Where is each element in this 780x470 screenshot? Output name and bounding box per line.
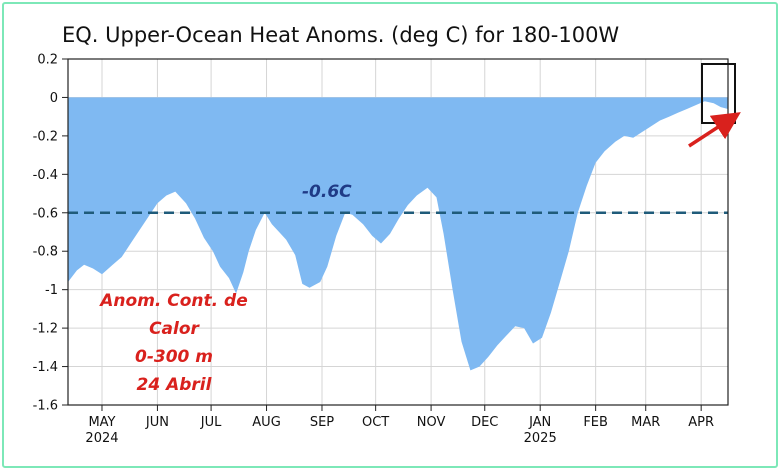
reference-label: -0.6C	[302, 182, 352, 202]
x-tick-label: JAN	[528, 415, 551, 430]
annotation-line: Anom. Cont. de	[98, 291, 248, 311]
heat-anomaly-chart: EQ. Upper-Ocean Heat Anoms. (deg C) for …	[33, 23, 741, 446]
plot-area: -0.6C	[67, 58, 729, 406]
x-tick-label: DEC	[471, 415, 498, 430]
x-tick-year-label: 2025	[524, 431, 557, 446]
x-tick-label: NOV	[417, 415, 446, 430]
x-tick-label: JUL	[200, 415, 222, 430]
y-tick-label: -0.6	[33, 206, 58, 221]
annotation-arrow	[688, 112, 741, 148]
x-tick-label: MAR	[631, 415, 660, 430]
x-tick-label: OCT	[362, 415, 389, 430]
x-tick-label: SEP	[310, 415, 334, 430]
y-tick-label: -1.2	[33, 322, 58, 337]
anomaly-area	[68, 97, 728, 371]
annotation-line: Calor	[149, 319, 200, 339]
y-tick-label: -0.4	[33, 168, 58, 183]
x-tick-label: FEB	[583, 415, 608, 430]
y-axis: 0.2 0 -0.2 -0.4 -0.6 -0.8 -1 -1.2 -1.4 -1.6	[33, 53, 68, 414]
y-tick-label: -0.2	[33, 129, 58, 144]
annotation-text-block: Anom. Cont. de Calor 0-300 m 24 Abril	[98, 291, 248, 395]
y-tick-label: -1.4	[33, 360, 58, 375]
annotation-line: 0-300 m	[135, 347, 213, 367]
x-tick-label: JUN	[145, 415, 169, 430]
x-tick-year-label: 2024	[85, 431, 118, 446]
y-tick-label: -0.8	[33, 245, 58, 260]
annotation-line: 24 Abril	[137, 375, 213, 395]
x-tick-label: AUG	[252, 415, 280, 430]
plot-border	[67, 58, 729, 406]
x-tick-label: APR	[688, 415, 714, 430]
x-tick-label: MAY	[88, 415, 115, 430]
chart-title: EQ. Upper-Ocean Heat Anoms. (deg C) for …	[62, 23, 619, 47]
y-tick-label: -1.6	[33, 399, 58, 414]
y-tick-label: 0.2	[37, 53, 58, 68]
y-tick-label: 0	[50, 91, 58, 106]
y-tick-label: -1	[45, 283, 58, 298]
